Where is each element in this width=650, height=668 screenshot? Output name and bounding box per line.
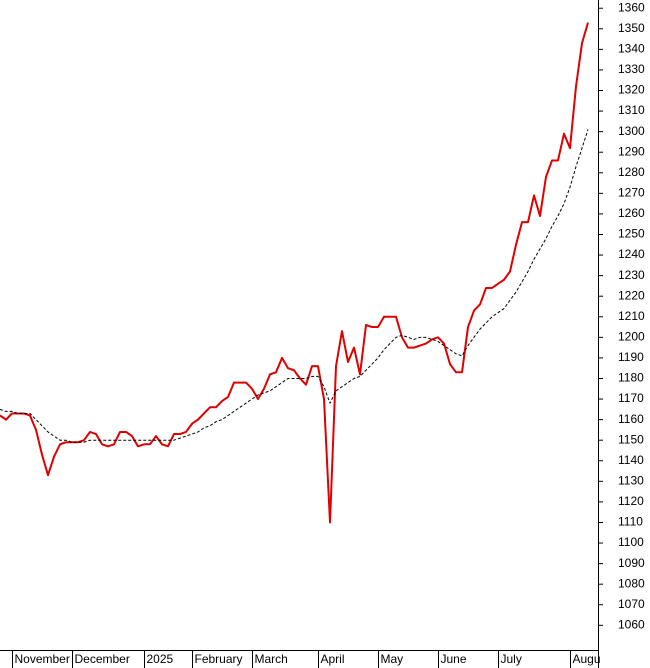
y-tick-label: 1220	[618, 288, 645, 302]
y-tick-label: 1060	[618, 617, 645, 631]
x-tick-label: July	[501, 652, 522, 666]
y-tick-label: 1140	[618, 453, 644, 467]
y-tick-label: 1200	[618, 330, 645, 344]
y-tick-label: 1210	[618, 309, 645, 323]
y-tick-label: 1280	[618, 165, 645, 179]
y-tick-label: 1290	[618, 144, 645, 158]
y-tick-label: 1190	[618, 350, 644, 364]
y-tick-label: 1300	[618, 124, 645, 138]
series-line	[0, 22, 589, 524]
y-tick-label: 1080	[618, 576, 645, 590]
y-tick-label: 1350	[618, 21, 645, 35]
y-tick-label: 1070	[618, 597, 645, 611]
y-tick-label: 1330	[618, 62, 645, 76]
y-tick-label: 1360	[618, 0, 645, 14]
x-tick-label: February	[195, 652, 243, 666]
y-tick-label: 1130	[618, 474, 644, 488]
x-tick-label: December	[75, 652, 130, 666]
x-tick-label: April	[321, 652, 345, 666]
x-tick-label: Augu	[573, 652, 601, 666]
series-line	[0, 129, 589, 443]
y-tick-label: 1120	[618, 494, 644, 508]
x-tick-label: May	[381, 652, 404, 666]
y-tick-label: 1340	[618, 42, 645, 56]
y-tick-label: 1170	[618, 391, 644, 405]
y-tick-label: 1180	[618, 371, 644, 385]
x-tick-label: 2025	[147, 652, 174, 666]
y-tick-label: 1090	[618, 556, 645, 570]
y-tick-label: 1100	[618, 535, 644, 549]
y-tick-label: 1270	[618, 186, 645, 200]
y-tick-label: 1240	[618, 247, 645, 261]
y-tick-label: 1110	[618, 515, 643, 529]
y-tick-label: 1310	[618, 103, 645, 117]
y-tick-label: 1250	[618, 227, 645, 241]
y-tick-label: 1150	[618, 432, 644, 446]
y-tick-label: 1230	[618, 268, 645, 282]
x-tick-label: June	[441, 652, 467, 666]
x-tick-label: March	[255, 652, 288, 666]
x-tick-label: November	[15, 652, 70, 666]
y-tick-label: 1260	[618, 206, 645, 220]
y-tick-label: 1160	[618, 412, 644, 426]
y-tick-label: 1320	[618, 83, 645, 97]
